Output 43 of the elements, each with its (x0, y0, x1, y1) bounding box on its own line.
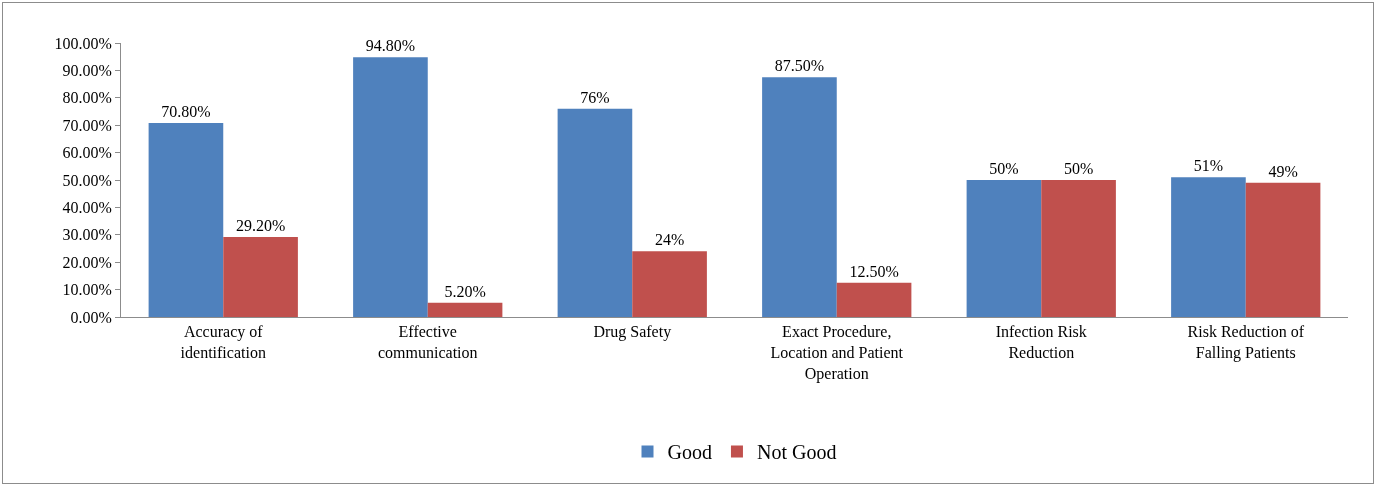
bar (1245, 182, 1321, 317)
bar (836, 282, 912, 317)
bar (353, 57, 428, 317)
y-tick-label: 90.00% (62, 62, 112, 79)
data-label: 50% (1063, 160, 1094, 177)
x-tick-label: Risk Reduction of Falling Patients (1187, 323, 1305, 362)
data-label: 29.20% (235, 216, 286, 234)
data-label: 12.50% (849, 262, 899, 280)
bar (223, 236, 298, 317)
y-tick-label: 0.00% (70, 308, 112, 326)
bar (632, 251, 707, 317)
data-label: 5.20% (444, 282, 486, 300)
y-tick-label: 40.00% (62, 199, 112, 216)
data-label: 49% (1268, 162, 1298, 180)
bar (427, 302, 503, 317)
bar (1041, 180, 1116, 317)
y-tick-label: 50.00% (62, 171, 112, 189)
legend-label: Good (667, 441, 712, 464)
y-tick-label: 100.00% (54, 34, 112, 52)
data-label: 24% (654, 231, 685, 249)
data-label: 50% (989, 160, 1019, 177)
y-tick-label: 60.00% (62, 144, 112, 162)
x-tick-label: Accuracy of identification (180, 323, 266, 361)
x-tick-label: Drug Safety (593, 323, 672, 342)
x-tick-label: Effective communication (377, 323, 478, 361)
bar (148, 123, 224, 317)
y-tick-label: 80.00% (62, 89, 112, 107)
y-tick-label: 30.00% (62, 226, 112, 244)
y-tick-label: 70.00% (62, 116, 112, 134)
bar (1171, 177, 1246, 317)
data-label: 70.80% (161, 103, 211, 121)
bar (762, 77, 837, 317)
data-label: 51% (1193, 157, 1224, 175)
y-tick-label: 10.00% (62, 281, 112, 299)
x-tick-label: Exact Procedure, Location and Patient Operation (770, 323, 904, 383)
y-tick-label: 20.00% (62, 253, 112, 271)
data-label: 94.80% (365, 37, 416, 55)
bar (557, 108, 633, 317)
x-tick-label: Infection Risk Reduction (995, 323, 1087, 361)
legend-label: Not Good (756, 441, 837, 464)
data-label: 87.50% (774, 57, 825, 75)
bar (966, 180, 1042, 317)
data-label: 76% (580, 88, 610, 106)
